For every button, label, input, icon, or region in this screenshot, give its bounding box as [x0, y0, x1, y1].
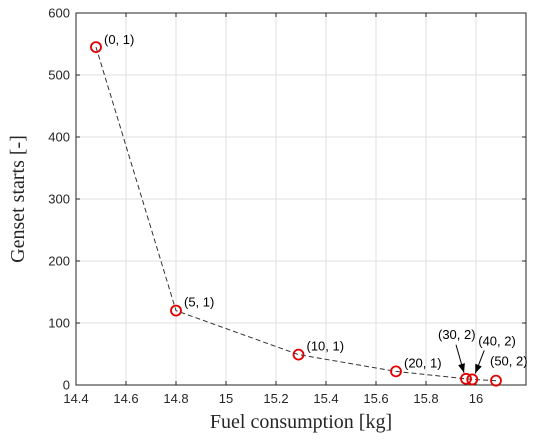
x-tick-label: 14.8: [163, 391, 188, 406]
y-tick-label: 300: [48, 192, 70, 207]
x-tick-label: 16: [469, 391, 483, 406]
data-point-marker: [460, 372, 472, 385]
data-point-label: (30, 2): [438, 327, 476, 342]
data-point-label: (0, 1): [104, 32, 134, 47]
x-axis-title: Fuel consumption [kg]: [210, 411, 392, 433]
data-point-label: (10, 1): [307, 339, 345, 354]
arrow-head: [458, 363, 465, 373]
x-tick-label: 15.2: [263, 391, 288, 406]
y-tick-label: 500: [48, 68, 70, 83]
data-point-label: (5, 1): [184, 295, 214, 310]
data-point-label: (20, 1): [404, 355, 442, 370]
data-point-marker: [490, 374, 502, 387]
data-point-marker: [390, 365, 402, 378]
x-tick-label: 15.4: [313, 391, 338, 406]
series-dashed-line: [95, 46, 497, 382]
y-tick-label: 600: [48, 6, 70, 21]
y-tick-label: 200: [48, 254, 70, 269]
point-labels: (0, 1) (5, 1) (10, 1) (20, 1) (30, 2) (40, 2)…: [104, 32, 528, 370]
x-tick-label: 15: [219, 391, 233, 406]
data-point-marker: [90, 41, 102, 53]
data-point-label: (50, 2): [490, 354, 528, 369]
y-tick-label: 0: [63, 378, 70, 393]
arrow-head: [475, 363, 482, 374]
annotation-arrows: [455, 344, 485, 374]
data-point-marker: [292, 348, 305, 361]
data-point-marker: [170, 304, 182, 317]
data-point-marker: [466, 373, 479, 386]
series-markers: [90, 41, 502, 387]
y-tick-label: 100: [48, 316, 70, 331]
y-axis-title: Genset starts [-]: [7, 135, 29, 263]
x-tick-label: 15.6: [363, 391, 388, 406]
x-tick-label: 15.8: [413, 391, 438, 406]
axis-ticks: 14.4 14.6 14.8 15 15.2 15.4 15.6 15.8 16 0 100 200 3…: [48, 6, 526, 406]
data-point-label: (40, 2): [478, 333, 516, 348]
y-tick-label: 400: [48, 130, 70, 145]
x-tick-label: 14.4: [63, 391, 88, 406]
x-tick-label: 14.6: [113, 391, 138, 406]
